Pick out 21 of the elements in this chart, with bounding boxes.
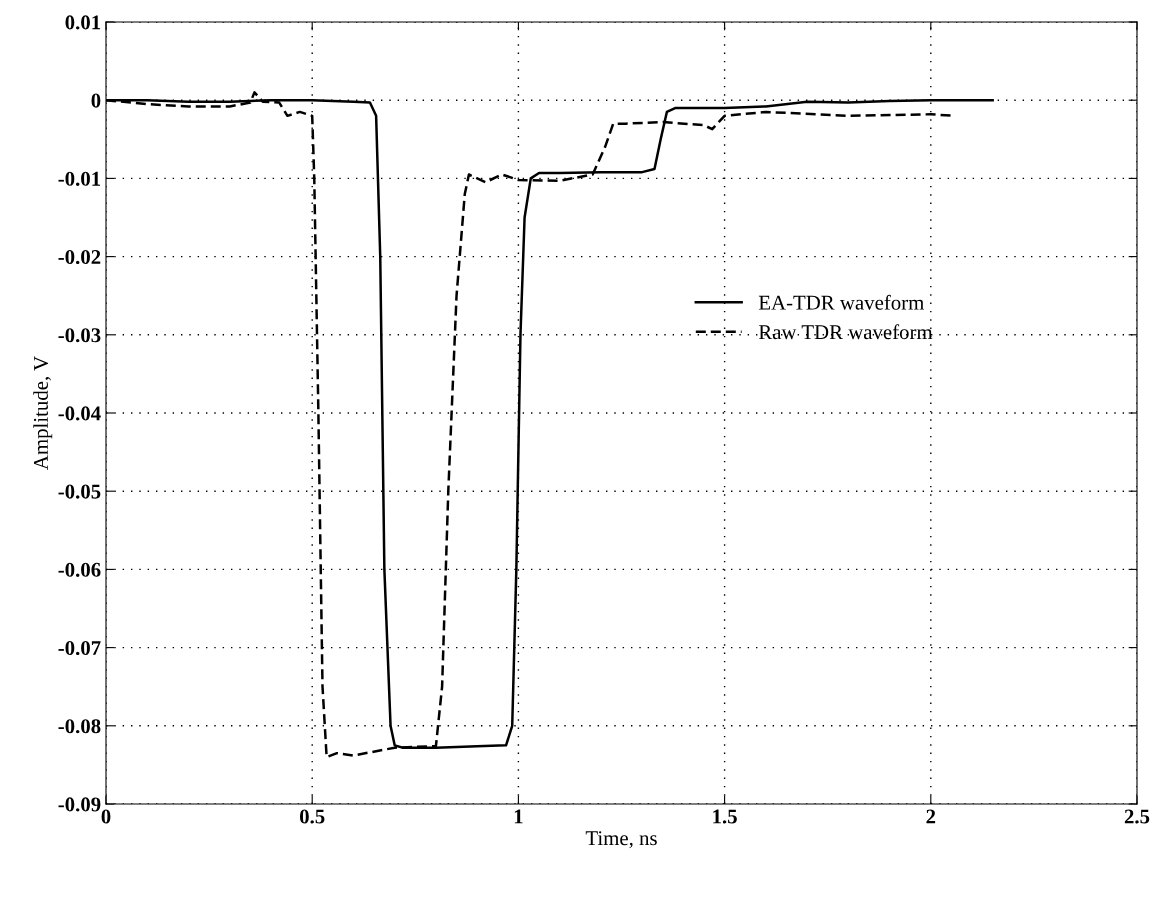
y-tick-label: -0.01 <box>58 171 101 186</box>
y-tick-label: -0.06 <box>58 562 101 577</box>
x-tick-label: 1.5 <box>713 809 737 824</box>
x-tick-label: 0 <box>101 809 111 824</box>
y-axis-title: Amplitude, V <box>33 356 53 470</box>
y-tick-label: -0.05 <box>58 484 101 499</box>
legend-label: EA-TDR waveform <box>758 294 925 310</box>
y-tick-label: -0.04 <box>58 406 101 421</box>
y-tick-label: -0.03 <box>58 328 101 343</box>
x-tick-label: 2.5 <box>1124 809 1150 824</box>
legend-label: Raw TDR waveform <box>758 324 933 340</box>
y-tick-label: -0.09 <box>58 797 101 812</box>
y-tick-label: 0.01 <box>65 15 101 30</box>
x-axis-title: Time, ns <box>585 831 657 849</box>
y-tick-label: -0.02 <box>58 249 101 265</box>
y-tick-label: 0 <box>91 93 101 108</box>
x-tick-label: 1 <box>514 809 523 824</box>
x-tick-label: 2 <box>926 809 936 824</box>
x-tick-label: 0.5 <box>299 809 325 824</box>
y-tick-label: -0.07 <box>58 640 101 656</box>
y-tick-label: -0.08 <box>58 719 101 734</box>
